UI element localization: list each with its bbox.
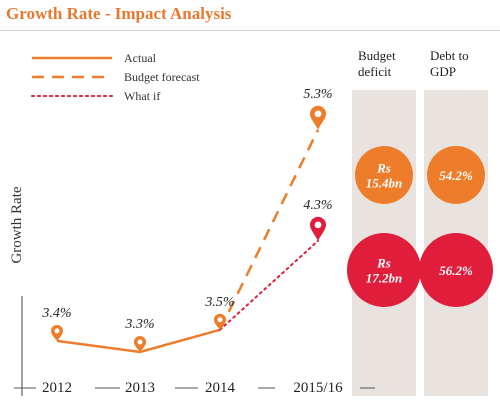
- marker-hole-2014-3-5: [217, 317, 223, 323]
- x-tick-2015-16: 2015/16: [293, 380, 343, 396]
- marker-hole-2013-3-3: [137, 339, 143, 345]
- data-label-2014-3-5: 3.5%: [204, 295, 234, 310]
- bubble-label-2-what-if-1: 56.2%: [439, 263, 473, 278]
- y-axis-label: Growth Rate: [9, 186, 25, 263]
- x-tick-2013: 2013: [125, 380, 155, 396]
- data-markers: [51, 105, 326, 352]
- bubble-label-1-budget-forecast-1: Rs: [376, 161, 391, 176]
- bubble-label-2-budget-forecast-1: 54.2%: [439, 168, 473, 183]
- bubble-label-1-what-if-2: 17.2bn: [366, 271, 402, 286]
- series-line-budget-forecast: [218, 129, 320, 331]
- data-labels: 3.4% 3.3% 3.5% 5.3% 4.3%: [41, 87, 332, 332]
- chart-legend: Actual Budget forecast What if: [31, 51, 200, 103]
- marker-hole-2012-3-4: [54, 328, 60, 334]
- column-header-2-line-2: GDP: [430, 64, 456, 79]
- data-label-2012-3-4: 3.4%: [41, 306, 71, 321]
- bubble-label-1-what-if-1: Rs: [376, 256, 391, 271]
- legend-label-budget-forecast: Budget forecast: [124, 70, 200, 84]
- column-header-1-line-2: deficit: [358, 64, 392, 79]
- series-line-what-if: [219, 239, 319, 331]
- column-header-2-line-1: Debt to: [430, 48, 469, 63]
- legend-label-actual: Actual: [124, 51, 157, 65]
- bubble-2-what-if: [419, 233, 493, 307]
- x-tick-2014: 2014: [205, 380, 236, 396]
- bubble-2-budget-forecast: [427, 146, 485, 204]
- legend-label-what-if: What if: [124, 89, 160, 103]
- column-header-1-line-1: Budget: [358, 48, 396, 63]
- chart-title: Growth Rate - Impact Analysis: [6, 4, 232, 23]
- bubble-label-1-budget-forecast-2: 15.4bn: [366, 176, 402, 191]
- chart-axes: Growth Rate 2012 2013 2014 2015/16: [9, 186, 375, 396]
- marker-hole-2015-16-5-3: [314, 110, 322, 118]
- data-label-2015-16-5-3: 5.3%: [303, 87, 332, 102]
- data-label-2015-16-4-3: 4.3%: [303, 198, 332, 213]
- x-tick-2012: 2012: [42, 380, 72, 396]
- marker-2015-16-4-3: [310, 216, 326, 241]
- data-label-2013-3-3: 3.3%: [124, 317, 154, 332]
- bubble-1-what-if: [347, 233, 421, 307]
- series-lines: [56, 129, 320, 354]
- marker-hole-2015-16-4-3: [314, 221, 322, 229]
- bubble-1-budget-forecast: [355, 146, 413, 204]
- marker-2015-16-5-3: [310, 105, 326, 130]
- title-divider: [0, 30, 500, 31]
